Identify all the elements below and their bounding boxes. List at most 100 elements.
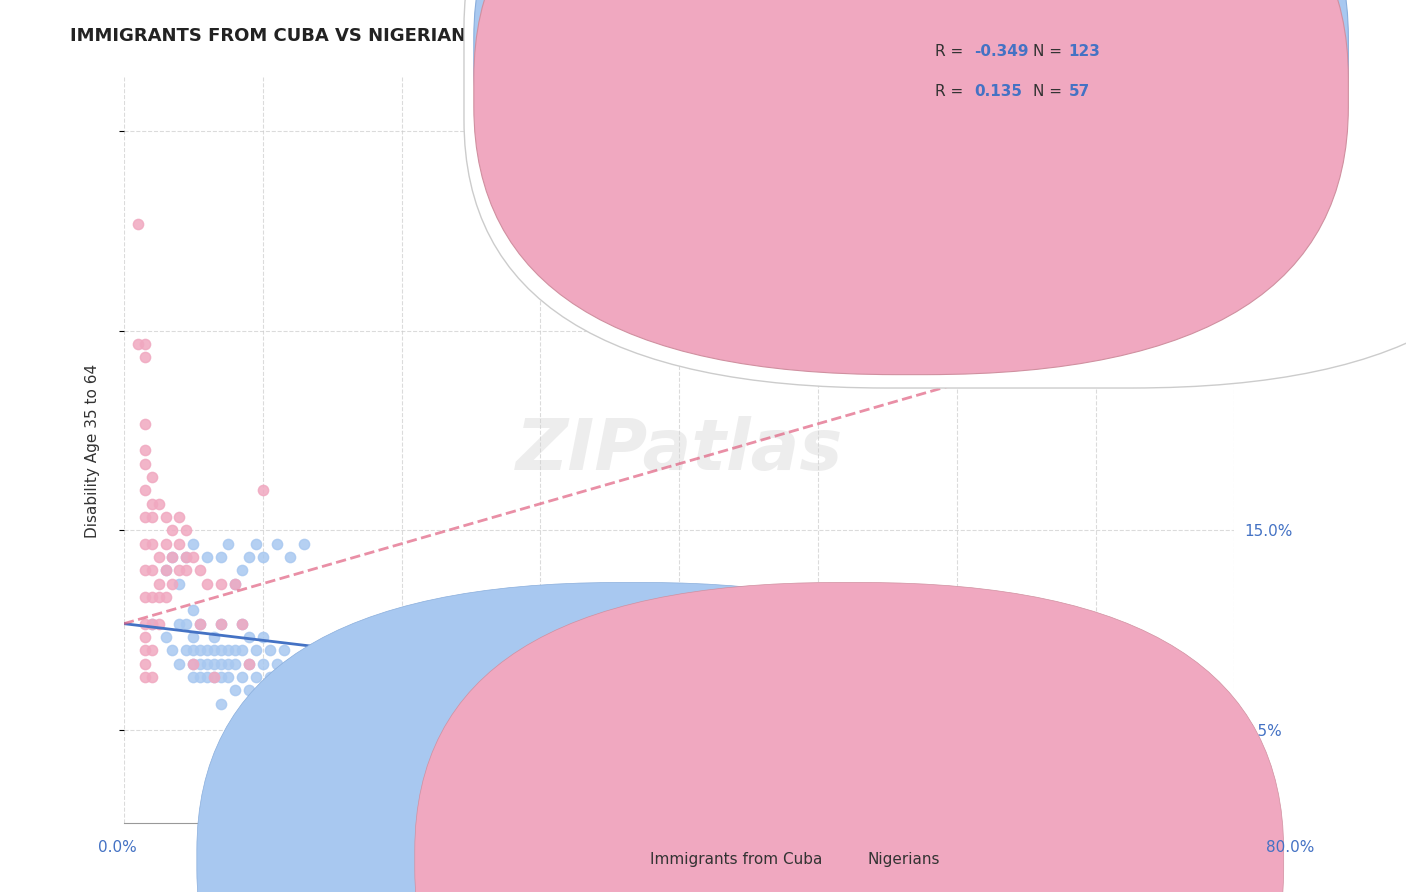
Point bbox=[181, 657, 204, 671]
Point bbox=[141, 616, 163, 631]
Point bbox=[202, 630, 225, 644]
Point bbox=[252, 549, 274, 564]
Point bbox=[181, 630, 204, 644]
Point bbox=[155, 630, 177, 644]
Point bbox=[335, 670, 357, 684]
Point bbox=[134, 510, 156, 524]
Point bbox=[176, 549, 198, 564]
Text: IMMIGRANTS FROM CUBA VS NIGERIAN DISABILITY AGE 35 TO 64 CORRELATION CHART: IMMIGRANTS FROM CUBA VS NIGERIAN DISABIL… bbox=[70, 27, 950, 45]
Point bbox=[1112, 715, 1135, 730]
Point bbox=[155, 563, 177, 577]
Point bbox=[169, 576, 191, 591]
Point bbox=[231, 616, 253, 631]
Point bbox=[231, 643, 253, 657]
Point bbox=[292, 657, 315, 671]
Point bbox=[134, 657, 156, 671]
Point bbox=[209, 657, 232, 671]
Point bbox=[141, 590, 163, 604]
Text: 0.135: 0.135 bbox=[974, 85, 1022, 99]
Point bbox=[1154, 723, 1177, 738]
Point bbox=[176, 616, 198, 631]
Point bbox=[209, 576, 232, 591]
Point bbox=[292, 537, 315, 551]
Point bbox=[176, 549, 198, 564]
Point bbox=[141, 510, 163, 524]
Point bbox=[134, 537, 156, 551]
Point bbox=[384, 697, 406, 711]
Point bbox=[571, 697, 593, 711]
Point bbox=[307, 657, 329, 671]
Point bbox=[779, 705, 801, 719]
Point bbox=[529, 705, 551, 719]
Point bbox=[209, 616, 232, 631]
Point bbox=[321, 697, 343, 711]
Point bbox=[148, 497, 170, 511]
Y-axis label: Disability Age 35 to 64: Disability Age 35 to 64 bbox=[86, 363, 100, 538]
Point bbox=[266, 657, 288, 671]
Point bbox=[217, 657, 239, 671]
Point bbox=[202, 670, 225, 684]
Point bbox=[188, 616, 211, 631]
Point bbox=[155, 563, 177, 577]
Point bbox=[127, 217, 149, 231]
Point bbox=[446, 689, 468, 703]
Point bbox=[273, 670, 295, 684]
Point bbox=[259, 643, 281, 657]
Point bbox=[626, 705, 648, 719]
Point bbox=[209, 670, 232, 684]
Point bbox=[188, 563, 211, 577]
Point bbox=[280, 657, 302, 671]
Text: R =: R = bbox=[935, 85, 969, 99]
Text: 57: 57 bbox=[1069, 85, 1090, 99]
Point bbox=[398, 697, 420, 711]
Point bbox=[252, 483, 274, 498]
Point bbox=[668, 710, 690, 724]
Point bbox=[134, 590, 156, 604]
Point bbox=[134, 350, 156, 364]
Text: 0.0%: 0.0% bbox=[98, 840, 138, 855]
Point bbox=[169, 563, 191, 577]
Point bbox=[134, 670, 156, 684]
Point bbox=[141, 537, 163, 551]
Point bbox=[169, 537, 191, 551]
Point bbox=[188, 616, 211, 631]
Point bbox=[404, 689, 426, 703]
Point bbox=[148, 549, 170, 564]
Point bbox=[224, 657, 246, 671]
Point bbox=[141, 563, 163, 577]
Point bbox=[148, 590, 170, 604]
Point bbox=[231, 563, 253, 577]
Point bbox=[377, 705, 399, 719]
Point bbox=[287, 697, 309, 711]
Point bbox=[418, 705, 440, 719]
Point bbox=[224, 576, 246, 591]
Point bbox=[134, 443, 156, 458]
Point bbox=[209, 549, 232, 564]
Point bbox=[195, 670, 218, 684]
Point bbox=[181, 537, 204, 551]
Point bbox=[155, 537, 177, 551]
Point bbox=[848, 705, 870, 719]
Point bbox=[224, 683, 246, 698]
Point bbox=[299, 697, 322, 711]
Point bbox=[217, 750, 239, 764]
Point bbox=[252, 657, 274, 671]
Point bbox=[134, 630, 156, 644]
Point bbox=[599, 710, 621, 724]
Point bbox=[328, 683, 350, 698]
Point bbox=[1195, 723, 1218, 738]
Text: Source: ZipAtlas.com: Source: ZipAtlas.com bbox=[1230, 27, 1364, 40]
Point bbox=[181, 643, 204, 657]
Point bbox=[370, 697, 392, 711]
Point bbox=[280, 689, 302, 703]
Point bbox=[169, 616, 191, 631]
Point bbox=[280, 549, 302, 564]
Point bbox=[238, 683, 260, 698]
Point bbox=[245, 537, 267, 551]
Point bbox=[488, 705, 510, 719]
Point bbox=[252, 630, 274, 644]
Text: R =: R = bbox=[935, 45, 969, 59]
Point bbox=[238, 657, 260, 671]
Point bbox=[363, 683, 385, 698]
Point bbox=[202, 657, 225, 671]
